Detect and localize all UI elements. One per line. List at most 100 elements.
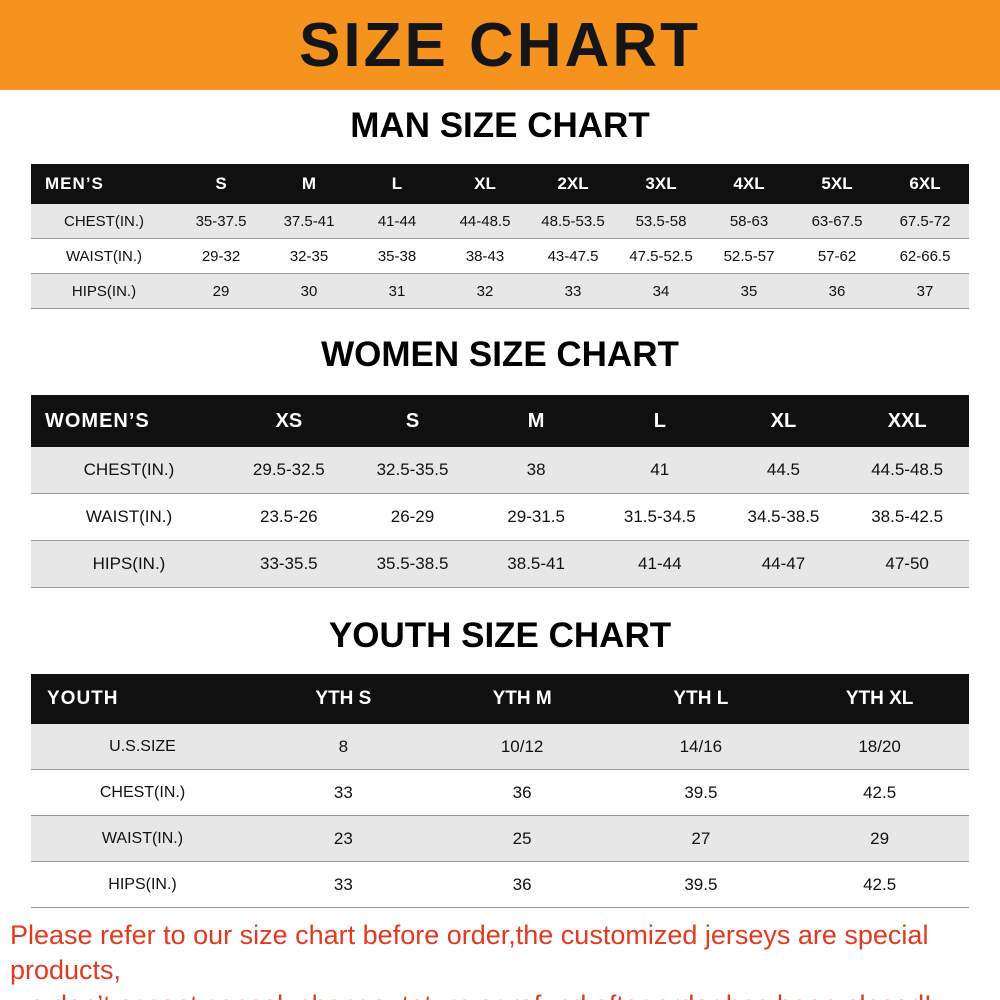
column-header: MEN’S — [31, 164, 177, 204]
table-row: WAIST(IN.) 29-32 32-35 35-38 38-43 43-47.5 47.… — [31, 238, 969, 274]
size-value: 10/12 — [432, 723, 612, 770]
size-value: 33-35.5 — [227, 540, 351, 588]
size-value: 29-31.5 — [474, 493, 598, 541]
size-value: 57-62 — [793, 238, 881, 274]
column-header: 4XL — [705, 164, 793, 204]
size-value: 38 — [474, 446, 598, 494]
size-value: 58-63 — [705, 203, 793, 239]
table-row: WAIST(IN.) 23 25 27 29 — [31, 815, 969, 862]
size-value: 14/16 — [611, 723, 791, 770]
size-value: 31 — [353, 273, 441, 309]
size-value: 37 — [881, 273, 969, 309]
size-value: 47-50 — [845, 540, 969, 588]
column-header: XL — [441, 164, 529, 204]
row-label: WAIST(IN.) — [31, 238, 177, 274]
size-value: 35 — [705, 273, 793, 309]
size-value: 67.5-72 — [881, 203, 969, 239]
column-header: YTH XL — [790, 674, 969, 724]
size-value: 26-29 — [350, 493, 475, 541]
size-value: 48.5-53.5 — [529, 203, 617, 239]
size-value: 47.5-52.5 — [617, 238, 705, 274]
size-value: 35-38 — [353, 238, 441, 274]
size-value: 35-37.5 — [177, 203, 265, 239]
column-header: S — [177, 164, 265, 204]
table-row: CHEST(IN.) 29.5-32.5 32.5-35.5 38 41 44.5 44.5… — [31, 446, 969, 494]
banner-title: SIZE CHART — [299, 10, 701, 80]
size-value: 36 — [432, 861, 612, 908]
size-value: 31.5-34.5 — [597, 493, 722, 541]
column-header: L — [353, 164, 441, 204]
column-header: M — [265, 164, 353, 204]
column-header: YOUTH — [31, 674, 254, 724]
table-header-row: WOMEN’S XS S M L XL XXL — [31, 395, 969, 447]
size-value: 35.5-38.5 — [350, 540, 475, 588]
size-value: 44-47 — [721, 540, 846, 588]
column-header: L — [597, 395, 722, 447]
size-value: 52.5-57 — [705, 238, 793, 274]
size-value: 29.5-32.5 — [227, 446, 351, 494]
size-value: 38.5-42.5 — [845, 493, 969, 541]
size-value: 29 — [177, 273, 265, 309]
size-value: 29-32 — [177, 238, 265, 274]
footer-disclaimer-line2: we don’t accept cancel, change, teturn o… — [10, 988, 994, 1000]
size-value: 37.5-41 — [265, 203, 353, 239]
table-row: U.S.SIZE 8 10/12 14/16 18/20 — [31, 723, 969, 770]
column-header: YTH S — [254, 674, 433, 724]
row-label: U.S.SIZE — [31, 723, 254, 770]
table-header-row: MEN’S S M L XL 2XL 3XL 4XL 5XL 6XL — [31, 164, 969, 204]
size-value: 36 — [793, 273, 881, 309]
size-value: 27 — [611, 815, 791, 862]
column-header: 5XL — [793, 164, 881, 204]
column-header: WOMEN’S — [31, 395, 227, 447]
row-label: CHEST(IN.) — [31, 446, 227, 494]
size-value: 23.5-26 — [227, 493, 351, 541]
column-header: XS — [227, 395, 351, 447]
size-value: 8 — [254, 723, 433, 770]
size-value: 38-43 — [441, 238, 529, 274]
size-value: 62-66.5 — [881, 238, 969, 274]
row-label: HIPS(IN.) — [31, 540, 227, 588]
column-header: 3XL — [617, 164, 705, 204]
table-row: HIPS(IN.) 33 36 39.5 42.5 — [31, 861, 969, 908]
row-label: WAIST(IN.) — [31, 493, 227, 541]
size-value: 25 — [432, 815, 612, 862]
size-value: 44.5 — [721, 446, 846, 494]
men-section-heading: MAN SIZE CHART — [350, 106, 650, 145]
size-value: 42.5 — [790, 769, 969, 816]
size-value: 23 — [254, 815, 433, 862]
size-chart-banner: SIZE CHART — [0, 0, 1000, 90]
size-value: 30 — [265, 273, 353, 309]
column-header: YTH M — [432, 674, 612, 724]
women-section-heading: WOMEN SIZE CHART — [321, 335, 679, 374]
table-row: CHEST(IN.) 35-37.5 37.5-41 41-44 44-48.5 48.5… — [31, 203, 969, 239]
row-label: CHEST(IN.) — [31, 769, 254, 816]
column-header: XL — [721, 395, 846, 447]
size-value: 39.5 — [611, 769, 791, 816]
size-value: 39.5 — [611, 861, 791, 908]
footer-disclaimer-line1: Please refer to our size chart before or… — [10, 920, 929, 985]
table-row: HIPS(IN.) 29 30 31 32 33 34 35 36 37 — [31, 273, 969, 309]
size-value: 41-44 — [353, 203, 441, 239]
size-value: 32.5-35.5 — [350, 446, 475, 494]
table-row: CHEST(IN.) 33 36 39.5 42.5 — [31, 769, 969, 816]
row-label: CHEST(IN.) — [31, 203, 177, 239]
column-header: 2XL — [529, 164, 617, 204]
mens-size-table: MEN’S S M L XL 2XL 3XL 4XL 5XL 6XL CHEST(IN.) 35-37… — [31, 164, 969, 309]
column-header: XXL — [845, 395, 969, 447]
womens-size-table: WOMEN’S XS S M L XL XXL CHEST(IN.) 29.5-32.5 32.5… — [31, 395, 969, 588]
column-header: M — [474, 395, 598, 447]
size-value: 44-48.5 — [441, 203, 529, 239]
column-header: 6XL — [881, 164, 969, 204]
size-value: 32 — [441, 273, 529, 309]
size-value: 32-35 — [265, 238, 353, 274]
size-value: 29 — [790, 815, 969, 862]
row-label: HIPS(IN.) — [31, 861, 254, 908]
table-header-row: YOUTH YTH S YTH M YTH L YTH XL — [31, 674, 969, 724]
row-label: HIPS(IN.) — [31, 273, 177, 309]
size-value: 42.5 — [790, 861, 969, 908]
size-value: 63-67.5 — [793, 203, 881, 239]
size-value: 38.5-41 — [474, 540, 598, 588]
size-value: 36 — [432, 769, 612, 816]
size-value: 44.5-48.5 — [845, 446, 969, 494]
